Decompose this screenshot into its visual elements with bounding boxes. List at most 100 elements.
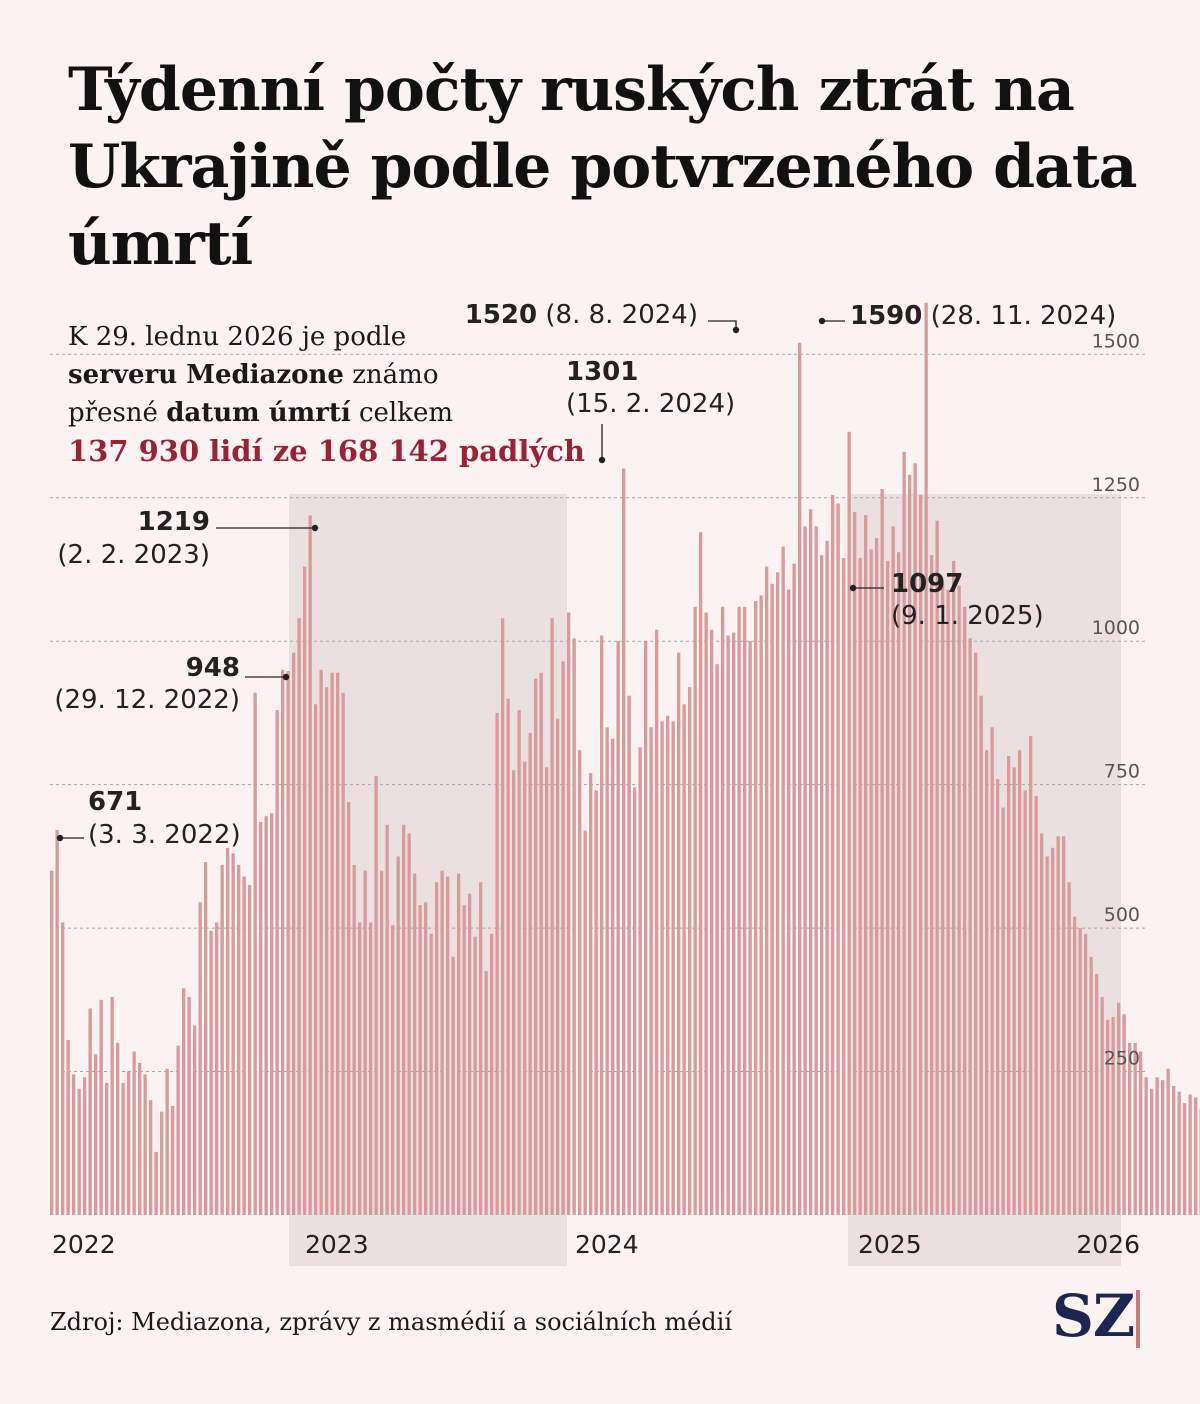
bar-week-86 <box>517 710 521 1215</box>
bar-week-92 <box>550 618 554 1215</box>
bar-week-45 <box>292 652 296 1215</box>
bar-week-182 <box>1045 856 1049 1215</box>
bar-week-93 <box>556 718 560 1215</box>
bar-week-102 <box>605 727 609 1215</box>
bar-week-88 <box>528 733 532 1215</box>
bar-week-11 <box>105 1083 109 1215</box>
bar-week-207 <box>1183 1103 1187 1215</box>
bar-week-98 <box>583 830 587 1215</box>
bar-week-161 <box>930 555 934 1215</box>
bar-week-156 <box>902 451 906 1215</box>
annotation-dot <box>818 317 826 325</box>
bar-week-71 <box>435 882 439 1215</box>
bar-week-170 <box>979 695 983 1215</box>
annotation-value: 1520 <box>465 300 537 330</box>
bar-week-14 <box>121 1083 125 1215</box>
bar-week-126 <box>737 606 741 1215</box>
bar-week-53 <box>336 672 340 1215</box>
annotation-dot <box>56 834 64 842</box>
intro-line-2: serveru Mediazone známo <box>68 356 628 394</box>
bar-week-9 <box>94 1054 98 1215</box>
bar-week-152 <box>880 489 884 1216</box>
annotation-value: 1520 (8. 8. 2024) <box>465 300 698 330</box>
bar-week-28 <box>198 902 202 1215</box>
annotation-date: (28. 11. 2024) <box>922 301 1116 331</box>
bar-week-65 <box>402 824 406 1215</box>
bar-week-97 <box>578 750 582 1215</box>
bar-week-163 <box>941 583 945 1215</box>
bar-week-44 <box>286 671 290 1215</box>
bar-week-60 <box>374 776 378 1215</box>
bar-week-46 <box>297 618 301 1215</box>
bar-week-48 <box>308 515 312 1215</box>
bar-week-81 <box>490 933 494 1215</box>
bar-week-80 <box>484 971 488 1215</box>
bar-week-181 <box>1040 833 1044 1215</box>
y-tick-label: 1000 <box>1092 617 1140 639</box>
bar-week-59 <box>369 922 373 1215</box>
bar-week-165 <box>952 560 956 1215</box>
bar-week-23 <box>171 1106 175 1215</box>
bar-week-68 <box>418 905 422 1215</box>
bar-week-188 <box>1078 928 1082 1215</box>
bar-week-58 <box>363 870 367 1215</box>
bar-week-192 <box>1100 997 1104 1215</box>
intro-line-3-start: přesné <box>68 398 167 428</box>
bar-week-10 <box>99 999 103 1215</box>
bar-week-191 <box>1095 974 1099 1215</box>
bar-week-13 <box>116 1042 120 1215</box>
annotation-date: (15. 2. 2024) <box>566 389 735 419</box>
source-note: Zdroj: Mediazona, zprávy z masmédií a so… <box>50 1308 732 1336</box>
known-deaths-count: 137 930 <box>68 434 200 468</box>
bar-week-3 <box>61 922 65 1215</box>
bar-week-22 <box>165 1068 169 1215</box>
intro-text: K 29. lednu 2026 je podle serveru Mediaz… <box>68 318 628 470</box>
bar-week-64 <box>396 856 400 1215</box>
intro-line-3: přesné datum úmrtí celkem <box>68 394 628 432</box>
y-tick-label: 750 <box>1104 761 1140 783</box>
annotation-dot <box>598 456 606 464</box>
annotation-date: (2. 2. 2023) <box>57 540 210 570</box>
bar-week-47 <box>303 566 307 1215</box>
bar-week-203 <box>1161 1080 1165 1215</box>
bar-week-108 <box>638 747 642 1215</box>
annotation-value: 671 <box>88 787 142 817</box>
bar-week-32 <box>220 865 224 1215</box>
bar-week-51 <box>325 687 329 1215</box>
bar-week-96 <box>572 638 576 1215</box>
bar-week-73 <box>446 876 450 1215</box>
bar-week-38 <box>253 692 257 1215</box>
bar-week-87 <box>523 761 527 1215</box>
bar-week-42 <box>275 710 279 1215</box>
bar-week-26 <box>187 997 191 1215</box>
bar-week-177 <box>1018 750 1022 1215</box>
bar-week-174 <box>1001 807 1005 1215</box>
bar-week-172 <box>990 727 994 1215</box>
intro-highlight-end: padlých <box>448 434 585 468</box>
bar-week-121 <box>710 629 714 1215</box>
bar-week-168 <box>968 638 972 1215</box>
bar-week-200 <box>1144 1077 1148 1215</box>
bar-week-35 <box>237 865 241 1215</box>
bar-week-190 <box>1089 956 1093 1215</box>
bar-week-56 <box>352 865 356 1215</box>
bar-week-27 <box>193 1025 197 1215</box>
bar-week-120 <box>704 612 708 1215</box>
bar-week-78 <box>473 936 477 1215</box>
bar-week-43 <box>281 669 285 1215</box>
bar-week-186 <box>1067 882 1071 1215</box>
annotation-peak-948: 948(29. 12. 2022) <box>54 653 290 715</box>
bar-week-83 <box>501 618 505 1215</box>
annotation-peak-671: 671(3. 3. 2022) <box>56 787 241 850</box>
bar-week-118 <box>693 606 697 1215</box>
bar-week-72 <box>440 870 444 1215</box>
bar-week-164 <box>946 589 950 1215</box>
bar-week-153 <box>886 560 890 1215</box>
bar-week-62 <box>385 824 389 1215</box>
bar-week-135 <box>787 589 791 1215</box>
bar-week-89 <box>534 678 538 1215</box>
bar-week-103 <box>611 738 615 1215</box>
bar-week-148 <box>858 558 862 1215</box>
bar-week-157 <box>908 474 912 1215</box>
bar-week-90 <box>539 672 543 1215</box>
